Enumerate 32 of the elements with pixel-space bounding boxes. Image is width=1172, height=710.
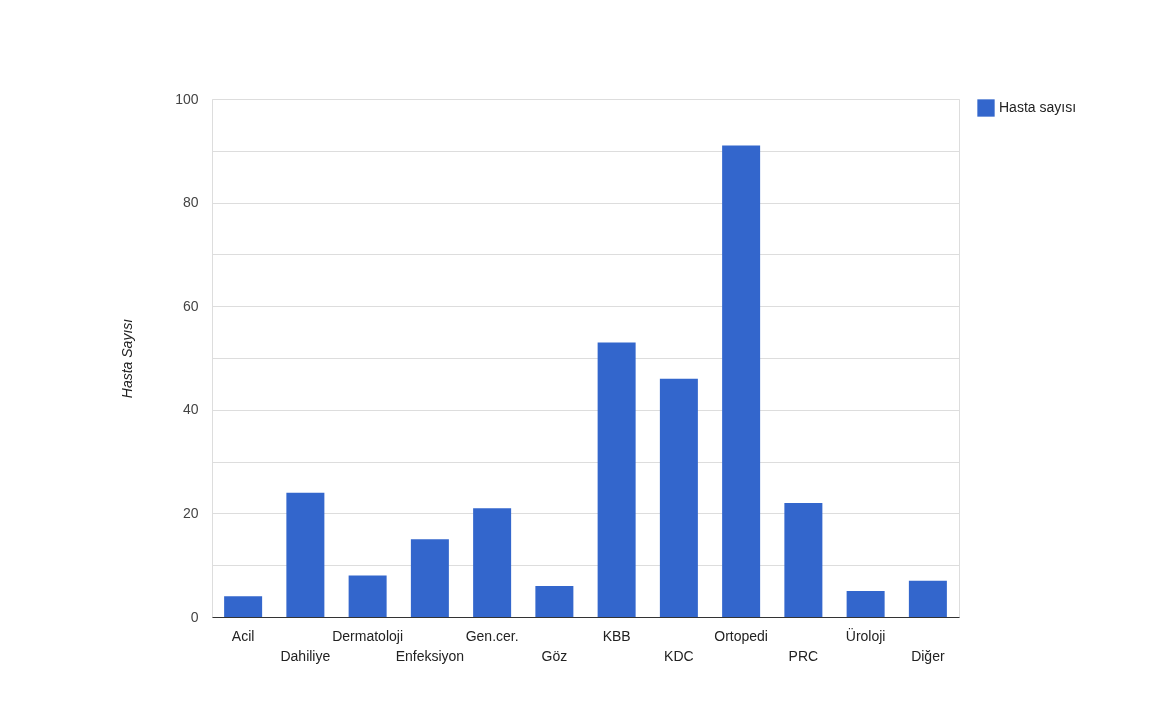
x-tick-label: Göz (541, 648, 568, 664)
x-tick-label: Gen.cer. (465, 628, 519, 644)
y-axis-title: Hasta Sayısı (119, 318, 136, 399)
y-tick-label: 100 (175, 90, 199, 107)
bar (846, 591, 885, 617)
y-tick-label: 40 (182, 401, 199, 418)
x-tick-label: Ortopedi (714, 628, 768, 644)
bar (286, 492, 325, 617)
bar (224, 596, 263, 617)
bar (908, 580, 947, 617)
bar (348, 575, 387, 617)
x-tick-label: Üroloji (845, 627, 886, 644)
legend-label: Hasta sayısı (999, 99, 1077, 115)
bar (784, 503, 823, 617)
y-tick-label: 80 (182, 194, 199, 211)
x-tick-label: KBB (602, 628, 631, 644)
x-tick-label: KDC (664, 648, 694, 664)
x-tick-label: Dermatoloji (332, 628, 404, 644)
bar (597, 342, 636, 617)
bar (659, 378, 698, 617)
bar (535, 585, 574, 617)
y-tick-label: 0 (190, 608, 199, 625)
x-tick-label: Enfeksiyon (395, 648, 465, 664)
bar (473, 508, 512, 617)
bar (722, 145, 761, 617)
bar (410, 539, 449, 617)
y-tick-label: 60 (182, 297, 199, 314)
y-tick-label: 20 (182, 504, 199, 521)
x-tick-label: Diğer (911, 648, 945, 664)
x-tick-label: Dahiliye (280, 648, 331, 664)
x-tick-label: Acil (231, 628, 255, 644)
x-tick-label: PRC (788, 648, 819, 664)
